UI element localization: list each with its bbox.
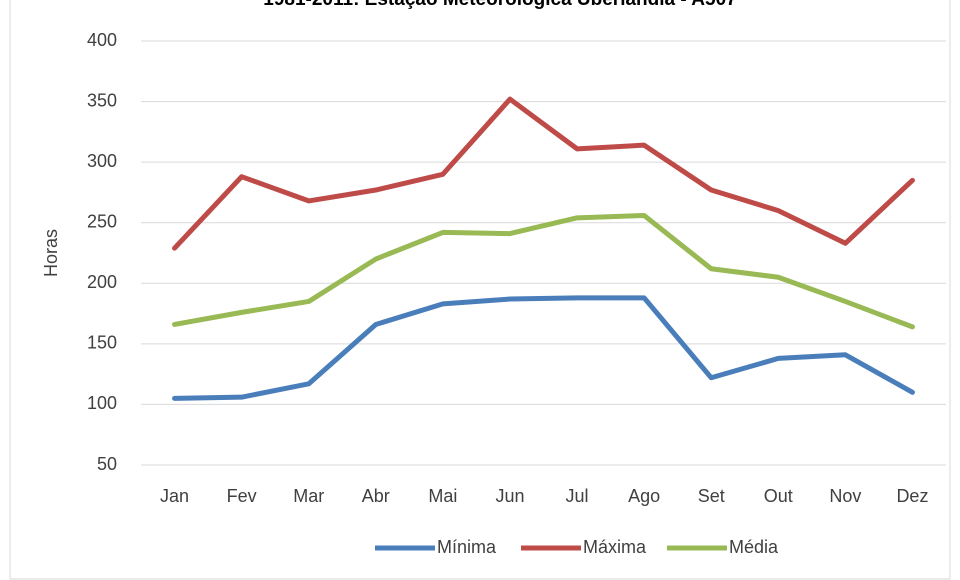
y-tick-label: 100 [87, 393, 117, 413]
x-tick-label: Set [698, 486, 725, 506]
legend-label: Máxima [583, 537, 647, 557]
y-axis-label: Horas [41, 229, 61, 277]
line-series [172, 295, 915, 401]
x-tick-label: Ago [628, 486, 660, 506]
x-tick-label: Nov [829, 486, 861, 506]
line-series [172, 212, 915, 330]
y-tick-label: 200 [87, 272, 117, 292]
line-series [172, 96, 915, 251]
y-tick-label: 350 [87, 90, 117, 110]
legend-label: Mínima [437, 537, 497, 557]
y-tick-label: 400 [87, 30, 117, 50]
y-tick-label: 150 [87, 333, 117, 353]
x-tick-label: Jul [566, 486, 589, 506]
x-tick-label: Jan [160, 486, 189, 506]
x-tick-label: Jun [495, 486, 524, 506]
x-tick-label: Mai [428, 486, 457, 506]
x-tick-label: Mar [293, 486, 324, 506]
x-tick-label: Out [764, 486, 793, 506]
y-tick-label: 50 [97, 454, 117, 474]
x-tick-label: Fev [227, 486, 257, 506]
y-tick-label: 300 [87, 151, 117, 171]
y-tick-label: 250 [87, 211, 117, 231]
chart-border [9, 0, 951, 580]
x-tick-label: Dez [896, 486, 928, 506]
x-tick-label: Abr [362, 486, 390, 506]
chart-title: 1981-2011: Estação Meteorológica Uberlân… [263, 0, 736, 10]
legend-label: Média [729, 537, 779, 557]
